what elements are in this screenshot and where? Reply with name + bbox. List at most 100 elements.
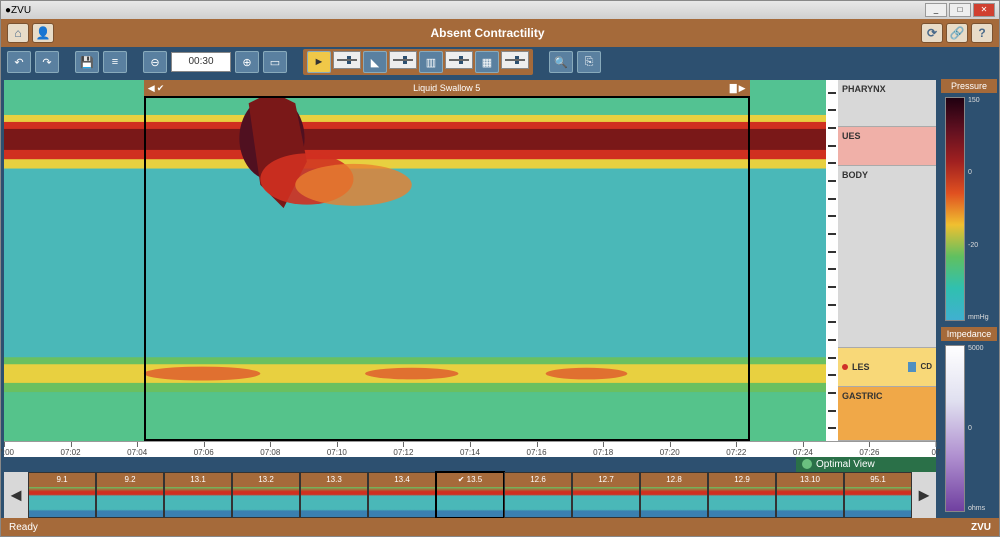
save-button[interactable]: 💾 bbox=[75, 51, 99, 73]
thumbnail[interactable]: 12.9 bbox=[708, 472, 776, 518]
page-title: Absent Contractility bbox=[60, 26, 915, 40]
time-tick: 07:22 bbox=[726, 448, 746, 457]
thumbnail-label: 12.8 bbox=[641, 473, 707, 487]
optimal-view-bar[interactable]: Optimal View bbox=[796, 457, 936, 472]
impedance-scale[interactable] bbox=[945, 345, 965, 512]
pressure-panel: Pressure 150 0 -20 mmHg bbox=[941, 79, 997, 325]
thumbnail-label: 9.2 bbox=[97, 473, 163, 487]
anatomy-gastric[interactable]: GASTRIC bbox=[838, 387, 936, 441]
status-logo: ZVU bbox=[971, 522, 991, 533]
thumbnail-label: 13.1 bbox=[165, 473, 231, 487]
person-icon: 👤 bbox=[36, 26, 51, 40]
anatomy-column: PHARYNX UES BODY LES CD GASTRIC bbox=[826, 80, 936, 441]
maximize-button[interactable]: □ bbox=[949, 3, 971, 17]
time-tick: 07 bbox=[932, 448, 941, 457]
home-icon: ⌂ bbox=[14, 26, 21, 40]
view-tools-group: ► ◣ ▥ ▦ bbox=[303, 49, 533, 75]
list-button[interactable]: ≡ bbox=[103, 51, 127, 73]
time-display[interactable]: 00:30 bbox=[171, 52, 231, 72]
zoom-in-button[interactable]: ⊕ bbox=[235, 51, 259, 73]
sensor-marks bbox=[826, 80, 838, 441]
slider-3[interactable] bbox=[445, 51, 473, 69]
search-button[interactable]: 🔍 bbox=[549, 51, 573, 73]
thumbnail-preview bbox=[369, 487, 435, 517]
thumbnail[interactable]: 9.1 bbox=[28, 472, 96, 518]
thumbnail-preview bbox=[777, 487, 843, 517]
thumbnail[interactable]: 12.8 bbox=[640, 472, 708, 518]
zoom-out-button[interactable]: ⊖ bbox=[143, 51, 167, 73]
thumbnail[interactable]: 13.2 bbox=[232, 472, 300, 518]
thumbnail[interactable]: 95.1 bbox=[844, 472, 912, 518]
anatomy-body[interactable]: BODY bbox=[838, 166, 936, 348]
check-icon[interactable]: ✔ bbox=[157, 83, 165, 94]
anatomy-pharynx[interactable]: PHARYNX bbox=[838, 80, 936, 127]
thumbnail-preview bbox=[641, 487, 707, 517]
time-tick: 07:06 bbox=[194, 448, 214, 457]
thumbnail[interactable]: 13.3 bbox=[300, 472, 368, 518]
pressure-max: 150 bbox=[968, 97, 993, 104]
header-bar: ⌂ 👤 Absent Contractility ⟳ 🔗 ? bbox=[1, 19, 999, 47]
time-tick: 07:08 bbox=[260, 448, 280, 457]
pressure-unit: mmHg bbox=[968, 314, 993, 321]
split-button[interactable]: ▥ bbox=[419, 51, 443, 73]
arrow-left-icon[interactable]: ◀ bbox=[148, 83, 155, 94]
search-icon: 🔍 bbox=[554, 56, 568, 69]
manometry-plot[interactable]: ◀✔ Liquid Swallow 5 ▇▶ PHARYNX UES BODY bbox=[4, 80, 936, 441]
grid-button[interactable]: ▦ bbox=[475, 51, 499, 73]
thumbnail[interactable]: 12.7 bbox=[572, 472, 640, 518]
arrow-right-icon[interactable]: ▶ bbox=[739, 83, 746, 94]
thumbnail[interactable]: 9.2 bbox=[96, 472, 164, 518]
time-tick: 07:04 bbox=[127, 448, 147, 457]
thumbs-prev-button[interactable]: ◄ bbox=[4, 472, 28, 518]
redo-button[interactable]: ↷ bbox=[35, 51, 59, 73]
refresh-button[interactable]: ⟳ bbox=[921, 23, 943, 43]
thumbnail[interactable]: 12.6 bbox=[504, 472, 572, 518]
time-tick: 07:18 bbox=[593, 448, 613, 457]
fit-button[interactable]: ▭ bbox=[263, 51, 287, 73]
link-button[interactable]: 🔗 bbox=[946, 23, 968, 43]
undo-icon: ↶ bbox=[14, 56, 23, 69]
play-button[interactable]: ► bbox=[307, 51, 331, 73]
anatomy-les[interactable]: LES CD bbox=[838, 348, 936, 387]
thumbnail-preview bbox=[709, 487, 775, 517]
les-label: LES bbox=[852, 362, 870, 372]
thumbnail-preview bbox=[233, 487, 299, 517]
marker-button[interactable]: ◣ bbox=[363, 51, 387, 73]
zoom-out-icon: ⊖ bbox=[150, 56, 159, 69]
close-button[interactable]: ✕ bbox=[973, 3, 995, 17]
time-tick: 07:14 bbox=[460, 448, 480, 457]
thumbnail-preview bbox=[505, 487, 571, 517]
slider-2[interactable] bbox=[389, 51, 417, 69]
thumbnail-label: 9.1 bbox=[29, 473, 95, 487]
time-tick: 07:00 bbox=[1, 448, 14, 457]
note-icon[interactable]: ▇ bbox=[730, 83, 737, 94]
save-icon: 💾 bbox=[80, 56, 94, 69]
time-tick: 07:24 bbox=[793, 448, 813, 457]
impedance-unit: ohms bbox=[968, 505, 993, 512]
toolbar: ↶ ↷ 💾 ≡ ⊖ 00:30 ⊕ ▭ ► ◣ ▥ ▦ 🔍 ⎘ bbox=[1, 47, 999, 77]
thumbnail[interactable]: 13.10 bbox=[776, 472, 844, 518]
home-button[interactable]: ⌂ bbox=[7, 23, 29, 43]
selection-label: Liquid Swallow 5 bbox=[413, 83, 480, 93]
help-icon: ? bbox=[978, 26, 985, 40]
thumbs-next-button[interactable]: ► bbox=[912, 472, 936, 518]
minimize-button[interactable]: _ bbox=[925, 3, 947, 17]
thumbnail-label: 13.4 bbox=[369, 473, 435, 487]
pressure-scale[interactable] bbox=[945, 97, 965, 321]
thumbnail[interactable]: 13.4 bbox=[368, 472, 436, 518]
cd-icon bbox=[908, 362, 916, 372]
thumbnail-label: 13.3 bbox=[301, 473, 367, 487]
undo-button[interactable]: ↶ bbox=[7, 51, 31, 73]
patient-button[interactable]: 👤 bbox=[32, 23, 54, 43]
help-button[interactable]: ? bbox=[971, 23, 993, 43]
status-text: Ready bbox=[9, 522, 38, 533]
thumbnail[interactable]: 13.1 bbox=[164, 472, 232, 518]
anatomy-ues[interactable]: UES bbox=[838, 127, 936, 166]
impedance-low: 0 bbox=[968, 425, 993, 432]
slider-4[interactable] bbox=[501, 51, 529, 69]
side-panels: Pressure 150 0 -20 mmHg Impedance 50 bbox=[939, 77, 999, 518]
thumbnail[interactable]: ✔ 13.5 bbox=[436, 472, 504, 518]
slider-1[interactable] bbox=[333, 51, 361, 69]
link-icon: 🔗 bbox=[950, 26, 965, 40]
copy-button[interactable]: ⎘ bbox=[577, 51, 601, 73]
